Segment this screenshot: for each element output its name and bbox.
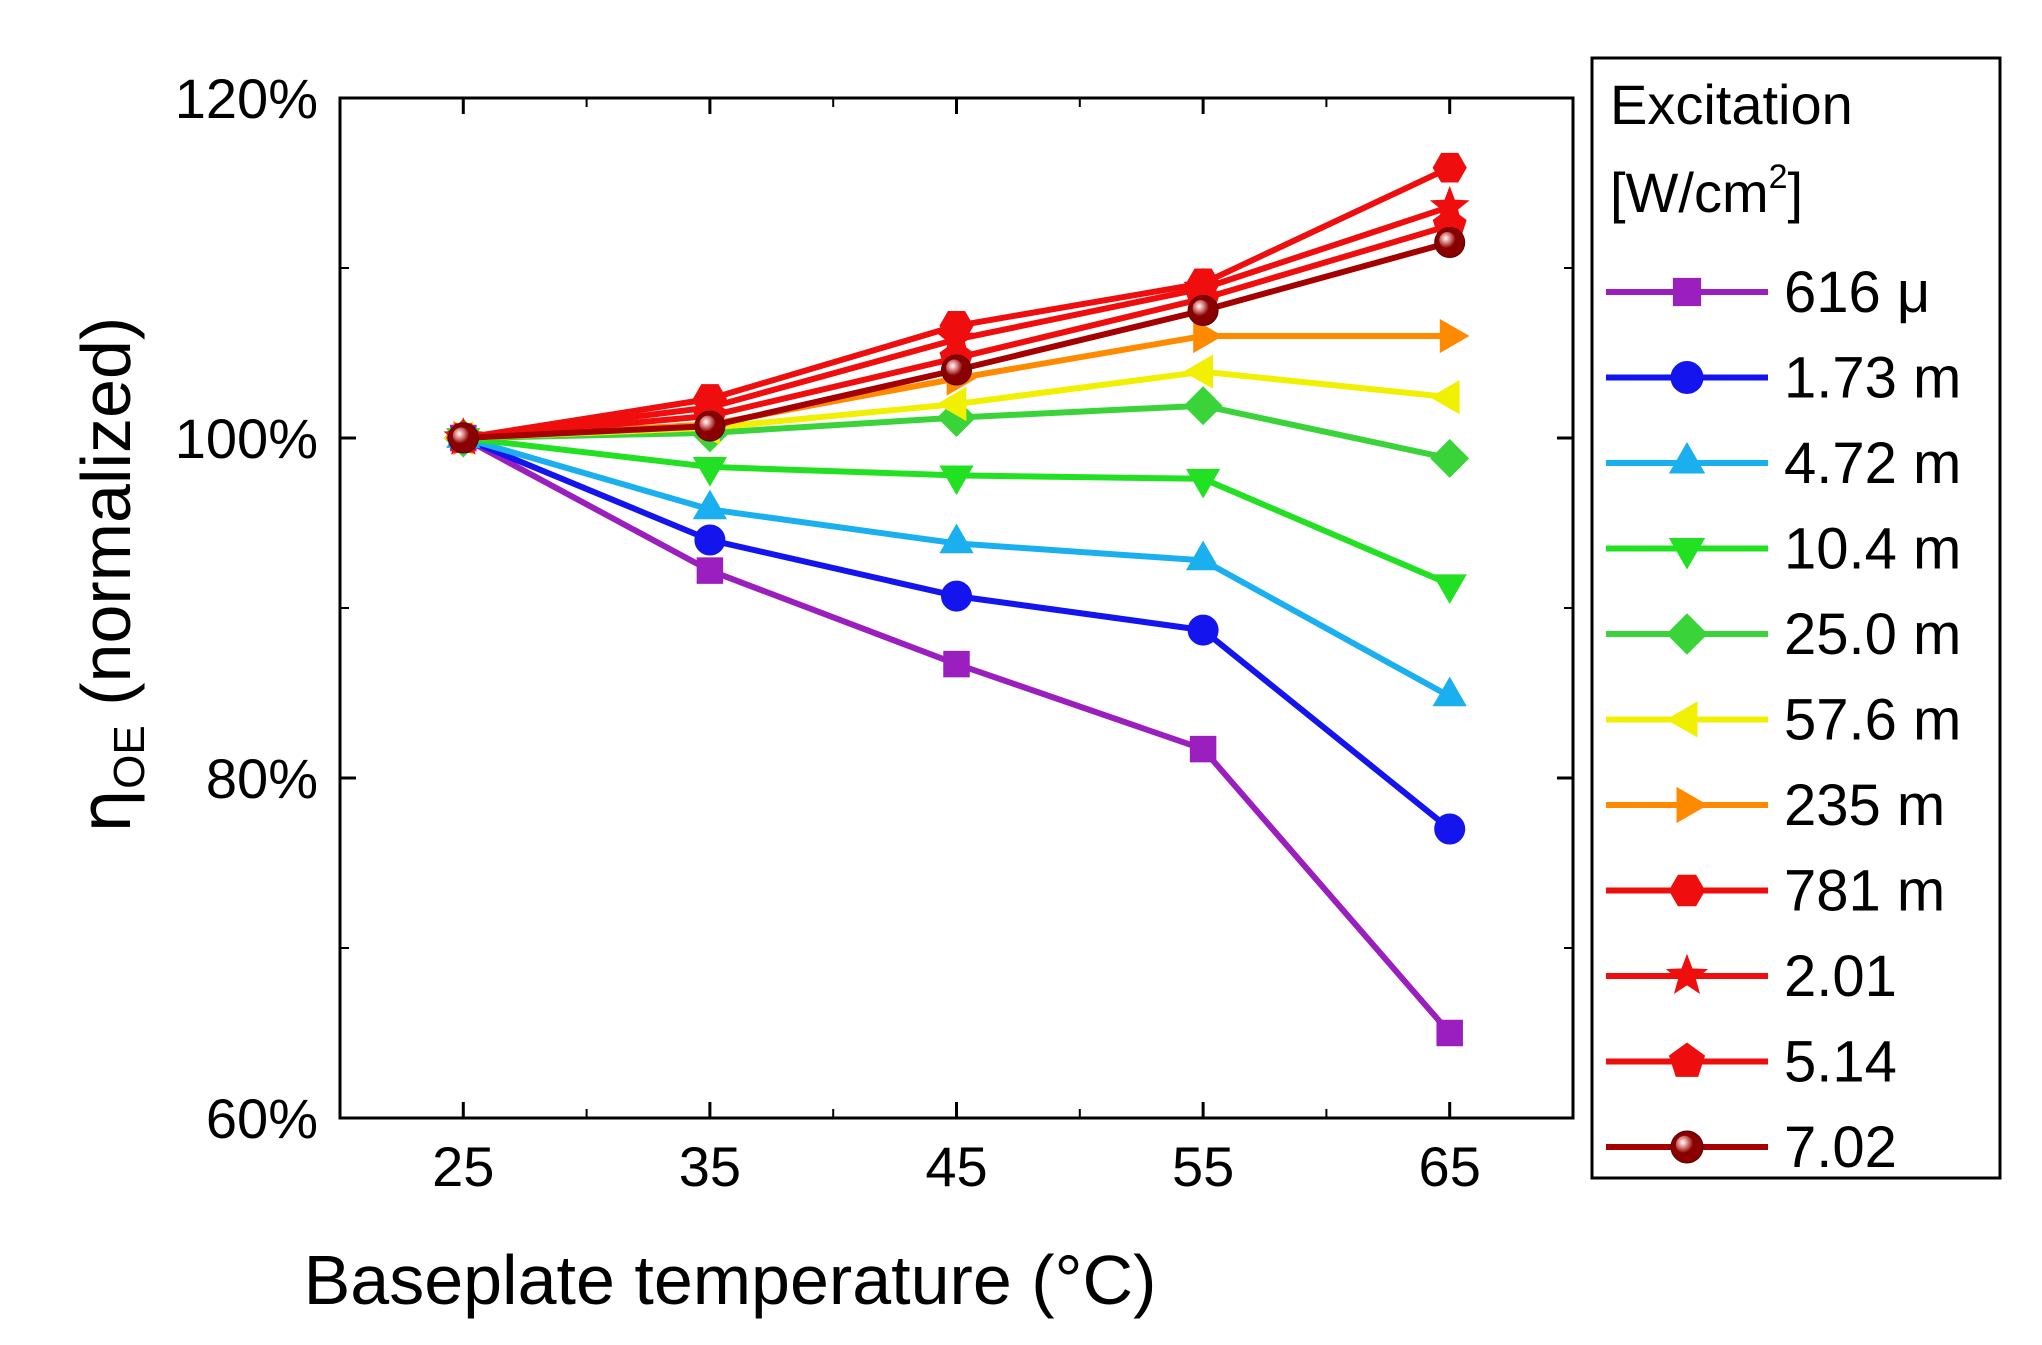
x-tick-label: 55 — [1172, 1135, 1234, 1198]
marker-circle — [1187, 614, 1219, 646]
legend-title-line1: Excitation — [1610, 73, 1853, 136]
y-tick-label: 100% — [175, 407, 318, 470]
legend-label: 616 μ — [1784, 260, 1930, 325]
legend-label: 25.0 m — [1784, 602, 1961, 667]
marker-diamond — [1666, 613, 1708, 655]
x-tick-label: 45 — [925, 1135, 987, 1198]
marker-triangle-down — [1185, 468, 1221, 499]
marker-triangle-right — [1676, 786, 1709, 824]
series-3 — [446, 428, 1467, 604]
legend-label: 57.6 m — [1784, 688, 1961, 753]
legend-entry: 57.6 m — [1606, 688, 1961, 753]
y-axis-label-subscript: OE — [105, 725, 154, 789]
legend-entry: 25.0 m — [1606, 602, 1961, 667]
marker-hexagon — [1432, 152, 1467, 183]
marker-triangle-up — [1668, 441, 1706, 474]
legend-entry: 5.14 — [1606, 1030, 1897, 1095]
legend-label: 10.4 m — [1784, 517, 1961, 582]
marker-sphere — [694, 410, 726, 442]
x-axis-label: Baseplate temperature (°C) — [304, 1241, 1157, 1319]
marker-triangle-left — [1665, 701, 1698, 738]
legend-title-superscript: 2 — [1769, 158, 1788, 196]
legend-entry: 2.01 — [1606, 944, 1897, 1009]
marker-triangle-right — [1193, 318, 1223, 354]
marker-sphere — [447, 422, 479, 454]
axes-frame: 25 35 45 55 65 60% 80% 100% 120% — [175, 67, 1575, 1198]
marker-triangle-left — [936, 386, 967, 422]
x-tick-label: 25 — [432, 1135, 494, 1198]
y-tick-label: 60% — [206, 1087, 318, 1150]
marker-square — [1672, 277, 1702, 307]
marker-diamond — [1430, 438, 1470, 478]
y-axis-label: ηOE (normalized) — [65, 317, 154, 833]
series-10 — [447, 227, 1466, 454]
marker-square — [943, 650, 970, 678]
marker-pentagon — [1668, 1042, 1706, 1077]
legend-entry: 781 m — [1606, 859, 1945, 924]
legend-box — [1590, 56, 2002, 1180]
marker-triangle-down — [1668, 538, 1706, 570]
y-axis-label-symbol: η — [65, 789, 147, 833]
series-0 — [450, 424, 1463, 1047]
series-line — [462, 435, 1452, 832]
legend-label: 781 m — [1784, 859, 1945, 924]
series-line — [462, 435, 1451, 587]
marker-star — [1665, 953, 1709, 994]
y-tick-label: 120% — [175, 67, 318, 130]
legend-label: 7.02 — [1784, 1115, 1897, 1180]
marker-diamond — [1183, 386, 1223, 426]
legend: Excitation [W/cm2] 616 μ 1.73 m 4.72 m 10.4… — [1590, 56, 2002, 1180]
marker-hexagon — [1668, 874, 1706, 907]
marker-triangle-down — [939, 465, 974, 496]
legend-label: 1.73 m — [1784, 346, 1961, 411]
marker-circle — [941, 580, 972, 612]
marker-triangle-down — [1432, 574, 1467, 604]
plot-series — [443, 152, 1470, 1047]
legend-entry: 7.02 — [1606, 1115, 1897, 1180]
marker-triangle-left — [1429, 380, 1460, 415]
legend-label: 2.01 — [1784, 944, 1897, 1009]
y-tick-label: 80% — [206, 747, 318, 810]
legend-label: 235 m — [1784, 773, 1945, 838]
marker-triangle-up — [1432, 676, 1467, 707]
y-axis-label-text: (normalized) — [67, 317, 145, 706]
legend-entry: 616 μ — [1606, 260, 1930, 325]
legend-title-line2: [W/cm2] — [1610, 158, 1803, 224]
marker-sphere — [941, 354, 972, 386]
marker-circle — [694, 524, 726, 556]
marker-circle — [1434, 813, 1466, 845]
x-tick-label: 65 — [1419, 1135, 1481, 1198]
marker-sphere — [1434, 227, 1466, 258]
marker-triangle-up — [1185, 540, 1221, 571]
legend-entry: 4.72 m — [1606, 431, 1961, 496]
marker-square — [1189, 735, 1217, 763]
marker-sphere — [1187, 295, 1219, 326]
legend-label: 4.72 m — [1784, 431, 1961, 496]
legend-label: 5.14 — [1784, 1030, 1897, 1095]
marker-square — [1436, 1019, 1463, 1047]
legend-title-close: ] — [1788, 161, 1804, 224]
marker-triangle-up — [692, 489, 728, 520]
marker-circle — [1670, 361, 1704, 394]
marker-triangle-right — [1439, 318, 1470, 354]
svg-text:ηOE (normalized): ηOE (normalized) — [65, 317, 154, 833]
x-tick-label: 35 — [679, 1135, 741, 1198]
marker-triangle-down — [692, 457, 728, 487]
marker-square — [696, 557, 724, 584]
marker-sphere — [1670, 1130, 1704, 1164]
marker-triangle-left — [1183, 354, 1213, 389]
legend-entry: 10.4 m — [1606, 517, 1961, 582]
legend-entry: 235 m — [1606, 773, 1945, 838]
marker-triangle-up — [939, 523, 974, 554]
legend-title-unit: [W/cm — [1610, 161, 1769, 224]
legend-entry: 1.73 m — [1606, 346, 1961, 411]
